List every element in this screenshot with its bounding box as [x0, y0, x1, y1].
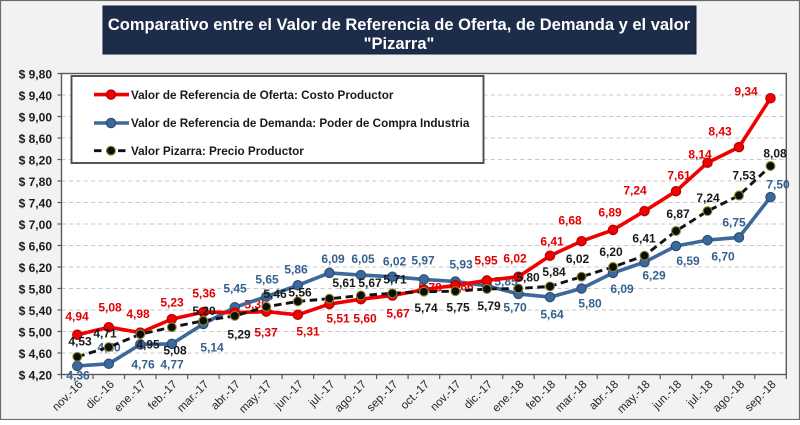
svg-text:$ 9,00: $ 9,00 [19, 111, 53, 125]
svg-text:$ 8,60: $ 8,60 [19, 132, 53, 146]
svg-text:Valor Pizarra: Precio Producto: Valor Pizarra: Precio Productor [131, 145, 304, 158]
svg-text:5,20: 5,20 [192, 304, 216, 318]
svg-text:4,94: 4,94 [65, 309, 89, 323]
svg-text:5,97: 5,97 [411, 253, 435, 267]
svg-text:7,53: 7,53 [732, 168, 756, 182]
svg-text:5,08: 5,08 [98, 300, 122, 314]
svg-text:6,41: 6,41 [632, 231, 656, 245]
svg-text:7,61: 7,61 [667, 168, 691, 182]
svg-text:5,14: 5,14 [200, 340, 224, 354]
svg-text:8,14: 8,14 [688, 147, 712, 161]
svg-text:5,79: 5,79 [477, 299, 501, 313]
svg-text:6,59: 6,59 [676, 254, 700, 268]
svg-text:4,53: 4,53 [68, 334, 92, 348]
svg-text:5,80: 5,80 [516, 270, 540, 284]
svg-text:4,71: 4,71 [93, 326, 117, 340]
svg-text:6,87: 6,87 [666, 207, 690, 221]
svg-text:$ 5,00: $ 5,00 [19, 326, 53, 340]
svg-text:5,86: 5,86 [284, 262, 308, 276]
svg-text:6,41: 6,41 [540, 234, 564, 248]
svg-text:$ 8,20: $ 8,20 [19, 154, 53, 168]
svg-text:7,24: 7,24 [696, 191, 720, 205]
svg-text:6,09: 6,09 [321, 252, 345, 266]
svg-text:$ 9,80: $ 9,80 [19, 68, 53, 82]
svg-text:$ 5,80: $ 5,80 [19, 283, 53, 297]
svg-text:5,67: 5,67 [358, 276, 382, 290]
svg-text:6,89: 6,89 [598, 205, 622, 219]
svg-text:5,84: 5,84 [542, 265, 566, 279]
svg-text:Valor de Referencia de Oferta:: Valor de Referencia de Oferta: Costo Pro… [131, 89, 394, 102]
svg-text:8,43: 8,43 [708, 124, 732, 138]
svg-text:5,95: 5,95 [474, 253, 498, 267]
svg-text:5,23: 5,23 [160, 295, 184, 309]
svg-text:4,77: 4,77 [160, 357, 184, 371]
svg-text:5,65: 5,65 [255, 272, 279, 286]
svg-text:6,02: 6,02 [566, 252, 590, 266]
svg-text:5,74: 5,74 [414, 301, 438, 315]
svg-text:5,45: 5,45 [223, 281, 247, 295]
svg-text:5,29: 5,29 [227, 327, 251, 341]
svg-text:6,75: 6,75 [722, 215, 746, 229]
svg-text:5,64: 5,64 [540, 307, 564, 321]
svg-text:6,05: 6,05 [351, 252, 375, 266]
svg-text:5,60: 5,60 [353, 311, 377, 325]
svg-text:6,68: 6,68 [558, 213, 582, 227]
svg-text:$ 6,20: $ 6,20 [19, 261, 53, 275]
svg-text:4,95: 4,95 [136, 337, 160, 351]
svg-text:6,70: 6,70 [711, 249, 735, 263]
svg-text:7,24: 7,24 [623, 183, 647, 197]
svg-text:$ 6,60: $ 6,60 [19, 240, 53, 254]
svg-text:5,56: 5,56 [288, 285, 312, 299]
svg-text:Valor de Referencia de Demanda: Valor de Referencia de Demanda: Poder de… [131, 117, 470, 130]
svg-text:5,71: 5,71 [383, 272, 407, 286]
svg-text:5,36: 5,36 [192, 286, 216, 300]
svg-text:8,08: 8,08 [763, 146, 787, 160]
svg-text:5,80: 5,80 [578, 296, 602, 310]
svg-text:5,37: 5,37 [254, 325, 278, 339]
svg-text:$ 5,40: $ 5,40 [19, 304, 53, 318]
svg-text:7,50: 7,50 [766, 177, 790, 191]
svg-text:$ 7,40: $ 7,40 [19, 197, 53, 211]
svg-text:5,08: 5,08 [163, 343, 187, 357]
svg-text:5,67: 5,67 [386, 306, 410, 320]
svg-text:$ 4,60: $ 4,60 [19, 347, 53, 361]
svg-text:4,98: 4,98 [126, 307, 150, 321]
svg-text:"Pizarra": "Pizarra" [364, 35, 435, 53]
svg-text:5,75: 5,75 [446, 300, 470, 314]
svg-text:9,34: 9,34 [734, 84, 758, 98]
svg-text:5,93: 5,93 [449, 257, 473, 271]
svg-text:4,76: 4,76 [131, 357, 155, 371]
svg-text:6,29: 6,29 [642, 268, 666, 282]
svg-text:5,31: 5,31 [296, 324, 320, 338]
svg-text:5,51: 5,51 [326, 311, 350, 325]
svg-text:4,36: 4,36 [66, 368, 90, 382]
svg-text:$ 7,80: $ 7,80 [19, 175, 53, 189]
svg-text:6,09: 6,09 [610, 282, 634, 296]
svg-text:$ 4,20: $ 4,20 [19, 369, 53, 383]
svg-text:5,70: 5,70 [503, 300, 527, 314]
svg-text:$ 7,00: $ 7,00 [19, 218, 53, 232]
svg-text:$ 9,40: $ 9,40 [19, 89, 53, 103]
svg-text:5,61: 5,61 [332, 276, 356, 290]
svg-text:Comparativo entre el Valor de: Comparativo entre el Valor de Referencia… [108, 16, 691, 34]
svg-text:6,20: 6,20 [599, 245, 623, 259]
svg-text:5,46: 5,46 [263, 287, 287, 301]
svg-text:6,02: 6,02 [503, 251, 527, 265]
svg-text:6,02: 6,02 [383, 254, 407, 268]
